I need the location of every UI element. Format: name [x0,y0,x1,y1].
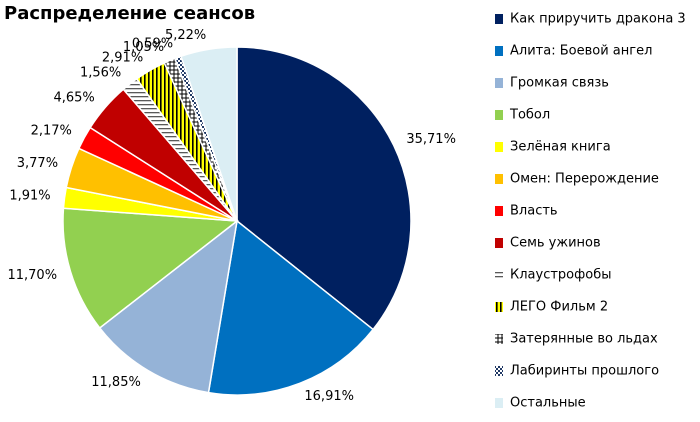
data-label: 5,22% [165,28,206,43]
legend-marker [495,398,503,408]
data-label: 35,71% [406,132,456,147]
legend-marker [495,334,503,344]
pie-slice [179,46,238,222]
legend-label: Остальные [510,396,586,411]
chart-title: Распределение сеансов [4,3,255,24]
legend-marker [495,174,503,184]
legend-marker [495,46,503,56]
legend-marker [495,302,503,312]
data-label: 11,85% [91,375,141,390]
data-label: 11,70% [7,268,57,283]
legend-marker [495,366,503,376]
data-label: 2,91% [102,51,143,66]
data-label: 16,91% [304,389,354,404]
legend-marker [495,142,503,152]
data-label: 4,65% [53,91,94,106]
legend-label: Зелёная книга [510,140,611,155]
legend-label: Громкая связь [510,76,609,91]
pie-slice [207,219,375,396]
data-label: 3,77% [17,156,58,171]
legend-marker [495,110,503,120]
pie-slice [236,46,412,331]
pie-slice [98,219,239,394]
legend-marker [495,206,503,216]
legend-label: Лабиринты прошлого [510,364,659,379]
data-label: 0,59% [132,37,173,52]
legend-label: Власть [510,204,558,219]
data-label: 2,17% [31,124,72,139]
data-label: 1,56% [80,65,121,80]
legend-label: Затерянные во льдах [510,332,658,347]
legend-label: ЛЕГО Фильм 2 [510,300,608,315]
legend-label: Омен: Перерождение [510,172,659,187]
legend-label: Семь ужинов [510,236,601,251]
legend-label: Тобол [509,108,550,123]
legend-label: Клаустрофобы [510,268,611,283]
pie-slice [62,207,239,329]
legend-marker [495,270,503,280]
legend-marker [495,78,503,88]
legend-marker [495,14,503,24]
legend-label: Как приручить дракона 3 [510,12,686,27]
legend-label: Алита: Боевой ангел [510,44,652,59]
data-label: 1,91% [9,188,50,203]
legend-marker [495,238,503,248]
data-label: 1,05% [123,40,164,55]
